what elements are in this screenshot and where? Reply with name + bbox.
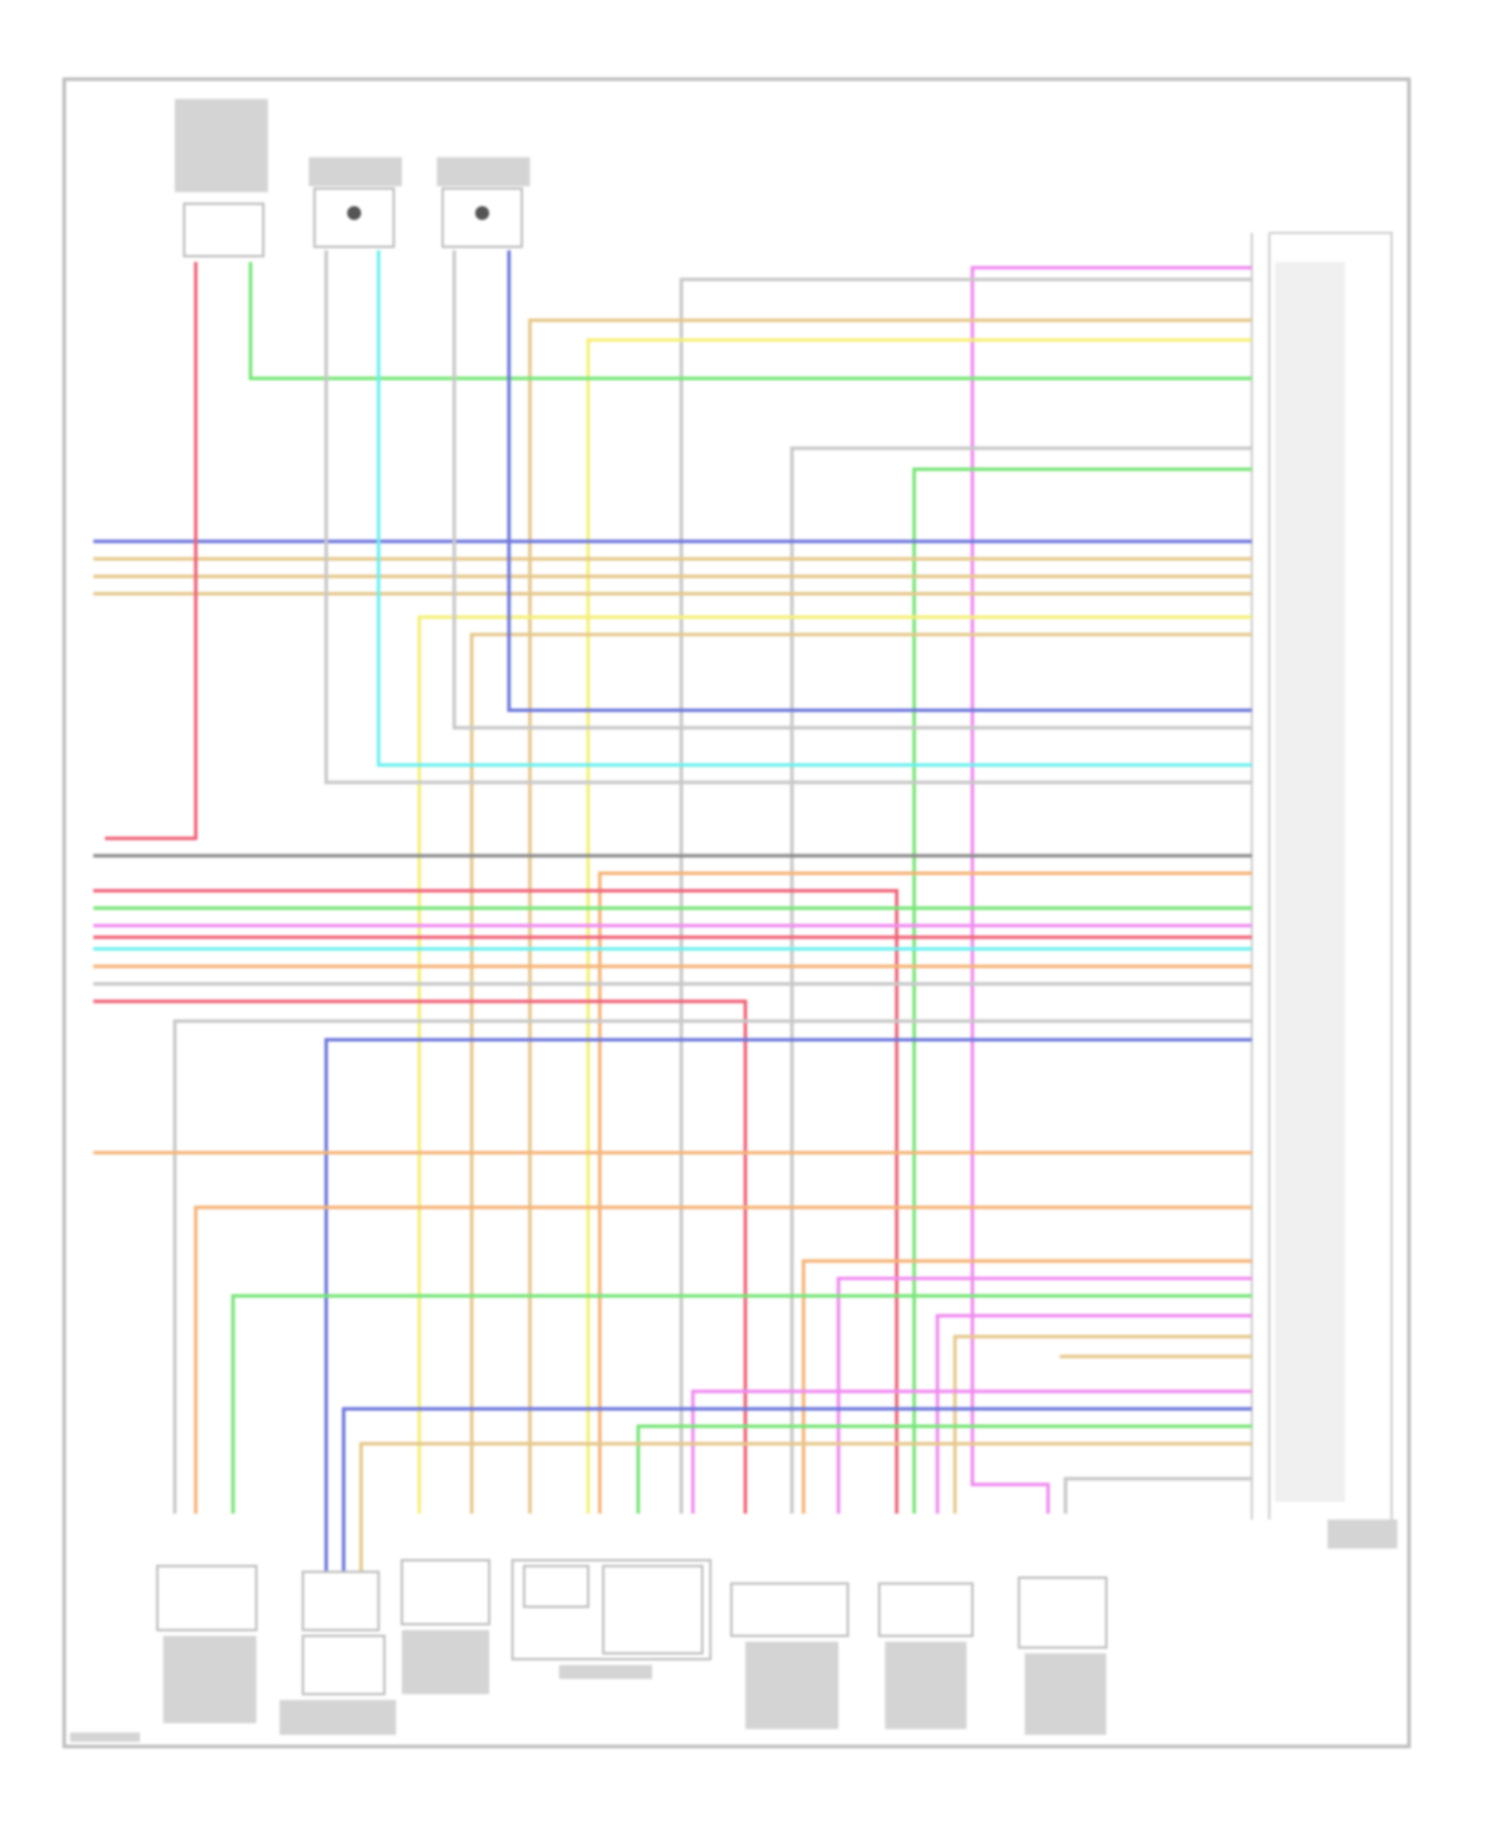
wire-pink <box>691 1389 1252 1514</box>
wire-blue <box>507 250 1252 712</box>
wire-orange <box>598 871 1252 1514</box>
wire-cyan <box>376 250 1252 767</box>
sensor-symbol-icon <box>475 206 490 221</box>
wire-red <box>93 888 899 1514</box>
wire-tan <box>469 632 1252 1514</box>
wire-orange <box>801 1259 1252 1514</box>
wire-gray <box>790 446 1252 1514</box>
bottom-components <box>70 1559 1108 1742</box>
wire-green <box>248 261 1252 381</box>
wire-green <box>636 1424 1252 1514</box>
component-oxygen-sensor-1 <box>730 1582 849 1730</box>
wire-yellow <box>417 615 1252 1514</box>
component-throttle-position-sensor <box>279 1570 397 1735</box>
wire-tan <box>953 1334 1252 1514</box>
wire-red <box>104 261 198 841</box>
knock-sensor-2 <box>436 157 530 249</box>
component-sensor-connector <box>1017 1576 1108 1735</box>
wire-gray <box>452 250 1252 730</box>
wire-gray <box>324 250 1252 785</box>
wire-gray <box>173 1019 1252 1514</box>
wire-blue <box>341 1407 1252 1584</box>
wires <box>93 250 1252 1584</box>
component-module-block <box>511 1559 712 1679</box>
wire-tan <box>359 1442 1252 1584</box>
wire-orange <box>194 1205 1252 1514</box>
engine-control-module-connector <box>1250 231 1398 1549</box>
wire-pink <box>970 266 1252 1514</box>
wire-gray <box>679 277 1252 1514</box>
wire-blue <box>324 1038 1252 1584</box>
wire-green <box>231 1294 1252 1514</box>
wire-red <box>93 999 748 1514</box>
wire-tan <box>528 318 1252 1514</box>
diagram-footer-mark <box>70 1732 140 1742</box>
wire-gray <box>1063 1476 1252 1514</box>
knock-sensor-1 <box>308 157 402 249</box>
component-coolant-sensor <box>400 1559 491 1695</box>
wire-yellow <box>586 338 1252 1514</box>
wire-pink <box>836 1276 1252 1514</box>
sensor-symbol-icon <box>347 206 362 221</box>
wire-green <box>912 467 1252 1514</box>
component-oxygen-sensor-2 <box>878 1582 974 1730</box>
component-pressure-sensor <box>156 1564 258 1724</box>
diagram-frame <box>62 77 1411 1749</box>
wire-pink <box>935 1313 1252 1514</box>
top-sensor-1 <box>174 98 268 258</box>
